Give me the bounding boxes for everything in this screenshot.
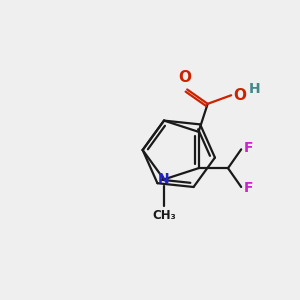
Text: CH₃: CH₃ [152,209,176,222]
Text: F: F [244,182,254,196]
Text: H: H [249,82,260,96]
Text: F: F [244,141,254,155]
Text: O: O [233,88,247,104]
Text: N: N [158,172,170,186]
Text: O: O [178,70,191,85]
